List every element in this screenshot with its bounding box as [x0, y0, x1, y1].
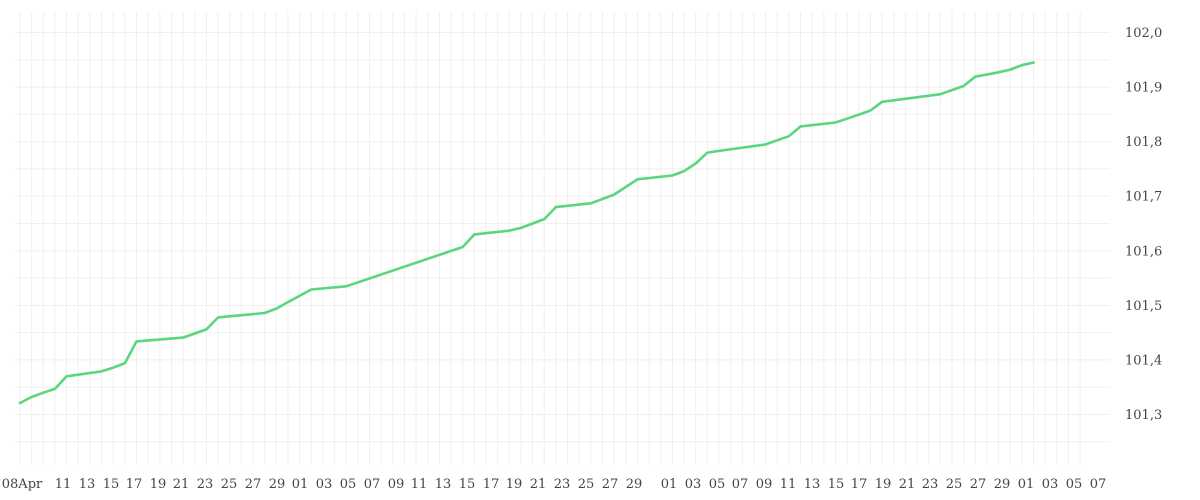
x-tick-label: 01: [292, 477, 309, 492]
x-tick-label: 25: [578, 477, 595, 492]
x-tick-label: 01: [1018, 477, 1035, 492]
x-axis-tick-labels: 08Apr 11 13 15 17 19 21 23 25 27 29 01 03 05 07 09 11 13 1…: [2, 477, 1107, 492]
x-tick-label: 25: [946, 477, 963, 492]
x-tick-label: 27: [602, 477, 619, 492]
x-tick-label: 08Apr: [2, 477, 43, 492]
x-tick-label: 23: [197, 477, 214, 492]
x-tick-label: 03: [685, 477, 702, 492]
y-tick-label: 101,5: [1125, 299, 1162, 314]
x-tick-label: 15: [459, 477, 476, 492]
x-tick-label: 29: [994, 477, 1011, 492]
x-tick-label: 21: [899, 477, 916, 492]
y-tick-label: 101,9: [1125, 81, 1162, 96]
x-tick-label: 19: [150, 477, 167, 492]
y-tick-label: 101,3: [1125, 408, 1162, 423]
x-tick-label: 17: [126, 477, 143, 492]
x-tick-label: 01: [661, 477, 678, 492]
x-tick-label: 19: [506, 477, 523, 492]
x-tick-label: 13: [79, 477, 96, 492]
x-tick-label: 17: [851, 477, 868, 492]
x-tick-label: 15: [103, 477, 120, 492]
series-layer: [18, 61, 1035, 405]
x-tick-label: 09: [756, 477, 773, 492]
x-tick-label: 11: [55, 477, 72, 492]
x-tick-label: 05: [709, 477, 726, 492]
y-tick-label: 101,6: [1125, 244, 1162, 259]
x-tick-label: 09: [388, 477, 405, 492]
x-tick-label: 15: [828, 477, 845, 492]
x-tick-label: 23: [922, 477, 939, 492]
x-tick-label: 27: [970, 477, 987, 492]
x-tick-label: 23: [554, 477, 571, 492]
x-tick-label: 03: [316, 477, 333, 492]
x-tick-label: 13: [804, 477, 821, 492]
series-line: [18, 61, 1035, 405]
x-tick-label: 07: [364, 477, 381, 492]
x-grid: [19, 12, 1081, 465]
y-axis-tick-labels: 101,3 101,4 101,5 101,6 101,7 101,8 101,9 102,0: [1125, 26, 1162, 423]
y-tick-label: 101,4: [1125, 353, 1162, 368]
x-tick-label: 29: [269, 477, 286, 492]
x-tick-label: 11: [411, 477, 428, 492]
x-tick-label: 07: [1090, 477, 1107, 492]
x-tick-label: 13: [435, 477, 452, 492]
y-tick-label: 101,7: [1125, 190, 1162, 205]
y-grid: [15, 32, 1110, 443]
y-tick-label: 102,0: [1125, 26, 1162, 41]
x-tick-label: 11: [780, 477, 797, 492]
x-tick-label: 21: [530, 477, 547, 492]
x-tick-label: 05: [1066, 477, 1083, 492]
x-tick-label: 25: [221, 477, 238, 492]
x-tick-label: 03: [1042, 477, 1059, 492]
x-tick-label: 21: [173, 477, 190, 492]
x-tick-label: 07: [732, 477, 749, 492]
y-tick-label: 101,8: [1125, 135, 1162, 150]
x-tick-label: 05: [340, 477, 357, 492]
x-tick-label: 17: [483, 477, 500, 492]
x-tick-label: 27: [245, 477, 262, 492]
x-tick-label: 29: [626, 477, 643, 492]
x-tick-label: 19: [875, 477, 892, 492]
